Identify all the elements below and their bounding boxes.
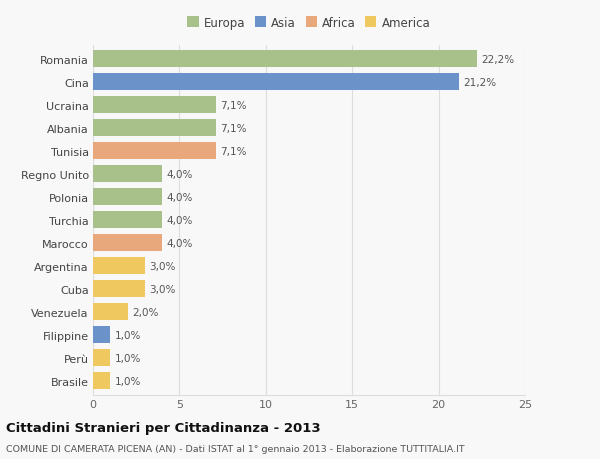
Bar [93,51,476,68]
Bar [93,372,110,390]
Bar [93,326,110,344]
Text: 7,1%: 7,1% [220,101,247,111]
Text: 1,0%: 1,0% [115,330,141,340]
Bar [93,97,215,114]
Text: 2,0%: 2,0% [132,307,158,317]
Text: 7,1%: 7,1% [220,146,247,157]
Text: 21,2%: 21,2% [464,78,497,88]
Text: 4,0%: 4,0% [166,169,193,179]
Bar [93,303,128,321]
Bar [93,120,215,137]
Bar [93,166,162,183]
Text: 1,0%: 1,0% [115,376,141,386]
Bar [93,74,460,91]
Bar [93,235,162,252]
Text: 7,1%: 7,1% [220,123,247,134]
Text: 22,2%: 22,2% [481,55,514,65]
Text: Cittadini Stranieri per Cittadinanza - 2013: Cittadini Stranieri per Cittadinanza - 2… [6,421,320,434]
Text: COMUNE DI CAMERATA PICENA (AN) - Dati ISTAT al 1° gennaio 2013 - Elaborazione TU: COMUNE DI CAMERATA PICENA (AN) - Dati IS… [6,444,464,453]
Text: 4,0%: 4,0% [166,192,193,202]
Bar [93,280,145,298]
Text: 4,0%: 4,0% [166,238,193,248]
Bar [93,189,162,206]
Bar [93,349,110,367]
Text: 4,0%: 4,0% [166,215,193,225]
Legend: Europa, Asia, Africa, America: Europa, Asia, Africa, America [187,17,431,30]
Text: 3,0%: 3,0% [149,261,176,271]
Text: 1,0%: 1,0% [115,353,141,363]
Bar [93,212,162,229]
Bar [93,143,215,160]
Bar [93,257,145,275]
Text: 3,0%: 3,0% [149,284,176,294]
